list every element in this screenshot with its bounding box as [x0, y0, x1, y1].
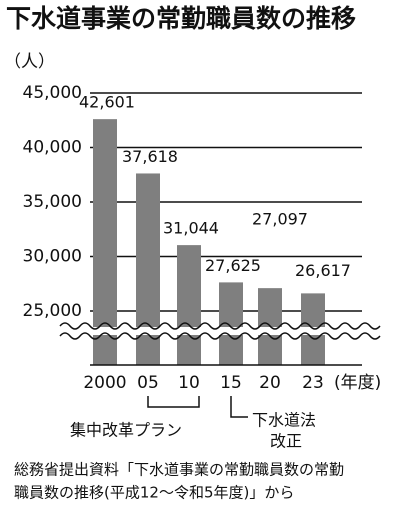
bar: [93, 119, 117, 365]
value-label: 42,601: [79, 93, 135, 112]
annotation: 改正: [270, 432, 302, 451]
bar: [177, 245, 201, 365]
source: 職員数の推移(平成12～令和5年度)」から: [14, 484, 294, 502]
x-tick-label: 10: [178, 373, 200, 393]
bracket: [230, 396, 248, 418]
y-unit: （人）: [4, 52, 55, 72]
value-label: 37,618: [122, 147, 178, 166]
annotation: 集中改革プラン: [70, 421, 182, 440]
x-tick-label: 2000: [83, 373, 126, 393]
x-unit: (年度): [334, 373, 381, 393]
x-tick-label: 23: [302, 373, 324, 393]
chart-title: 下水道事業の常勤職員数の推移: [6, 4, 356, 33]
value-label: 27,625: [205, 256, 261, 275]
bracket: [147, 396, 200, 408]
break-band: [60, 327, 380, 335]
axis-break: [59, 332, 381, 340]
x-tick-label: 20: [259, 373, 281, 393]
annotation: 下水道法: [252, 411, 316, 430]
y-tick-label: 35,000: [23, 192, 82, 212]
y-tick-label: 25,000: [23, 301, 82, 321]
y-tick-label: 30,000: [23, 247, 82, 267]
source: 総務省提出資料「下水道事業の常勤職員数の常勤: [14, 461, 344, 479]
y-tick-label: 40,000: [23, 138, 82, 158]
value-label: 31,044: [163, 219, 219, 238]
x-tick-label: 15: [220, 373, 242, 393]
x-tick-label: 05: [137, 373, 159, 393]
value-label: 26,617: [295, 261, 351, 280]
axis-break: [59, 322, 381, 330]
y-tick-label: 45,000: [23, 83, 82, 103]
value-label: 27,097: [252, 210, 308, 229]
